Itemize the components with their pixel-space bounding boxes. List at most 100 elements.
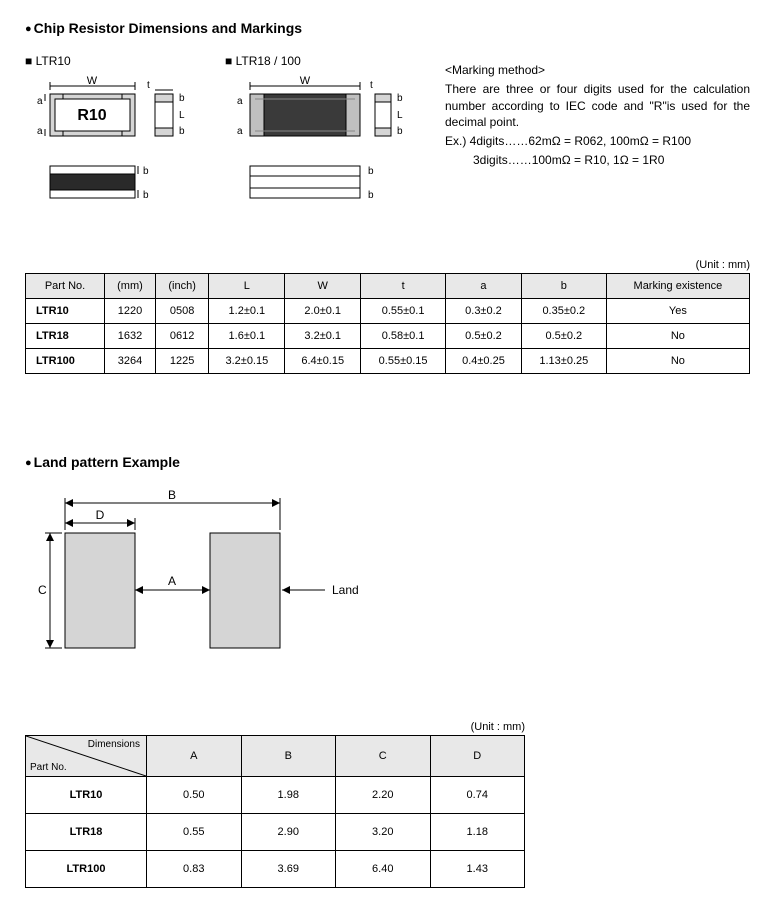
value-cell: 1220	[105, 299, 156, 324]
ltr10-diagram-block: LTR10 R10 W a a t L b	[25, 54, 195, 219]
value-cell: 0.4±0.25	[446, 349, 522, 374]
value-cell: 1632	[105, 324, 156, 349]
part-no-cell: LTR18	[26, 324, 105, 349]
value-cell: 0.55±0.1	[361, 299, 446, 324]
dimensions-table-header: (inch)	[155, 274, 209, 299]
value-cell: 0.74	[430, 777, 525, 814]
value-cell: 1225	[155, 349, 209, 374]
dimensions-table-header: W	[285, 274, 361, 299]
value-cell: 1.2±0.1	[209, 299, 285, 324]
land-table-header: C	[336, 736, 431, 777]
value-cell: 0612	[155, 324, 209, 349]
value-cell: 0.35±0.2	[521, 299, 606, 324]
marking-ex2: 3digits……100mΩ = R10, 1Ω = 1R0	[445, 152, 750, 169]
marking-body: There are three or four digits used for …	[445, 81, 750, 131]
svg-text:W: W	[300, 76, 311, 87]
section-title-dimensions: Chip Resistor Dimensions and Markings	[25, 20, 750, 36]
svg-text:b: b	[368, 190, 374, 201]
value-cell: Yes	[606, 299, 749, 324]
marking-title: <Marking method>	[445, 62, 750, 79]
subhead-ltr10: LTR10	[25, 54, 195, 68]
value-cell: 0.55±0.15	[361, 349, 446, 374]
svg-text:B: B	[168, 488, 176, 502]
svg-text:L: L	[397, 110, 403, 121]
value-cell: 3.20	[336, 814, 431, 851]
land-diagram: B D A C Land	[35, 488, 750, 671]
value-cell: 0.3±0.2	[446, 299, 522, 324]
svg-text:L: L	[179, 110, 185, 121]
ltr10-diagram: R10 W a a t L b b b b	[25, 76, 195, 216]
part-no-cell: LTR18	[26, 814, 147, 851]
dimensions-table-header: t	[361, 274, 446, 299]
subhead-ltr18: LTR18 / 100	[225, 54, 415, 68]
svg-text:b: b	[397, 93, 403, 104]
value-cell: 3264	[105, 349, 156, 374]
value-cell: 1.18	[430, 814, 525, 851]
svg-text:A: A	[168, 574, 176, 588]
value-cell: 2.90	[241, 814, 336, 851]
part-no-cell: LTR10	[26, 299, 105, 324]
value-cell: 6.40	[336, 851, 431, 888]
svg-text:a: a	[237, 126, 243, 137]
value-cell: 0.5±0.2	[521, 324, 606, 349]
diagram-row: LTR10 R10 W a a t L b	[25, 54, 750, 219]
ltr18-diagram: W a a t L b b b b	[225, 76, 415, 216]
value-cell: 0.55	[147, 814, 242, 851]
chip-marking-label: R10	[77, 107, 106, 124]
dimensions-table: Part No.(mm)(inch)LWtabMarking existence…	[25, 273, 750, 374]
svg-text:D: D	[96, 508, 105, 522]
value-cell: 0508	[155, 299, 209, 324]
value-cell: 2.20	[336, 777, 431, 814]
land-label: Land	[332, 583, 359, 597]
value-cell: 0.58±0.1	[361, 324, 446, 349]
dimensions-table-header: (mm)	[105, 274, 156, 299]
value-cell: 1.98	[241, 777, 336, 814]
svg-text:b: b	[179, 126, 185, 137]
table-row: LTR18163206121.6±0.13.2±0.10.58±0.10.5±0…	[26, 324, 750, 349]
svg-text:t: t	[147, 80, 150, 91]
value-cell: 3.2±0.15	[209, 349, 285, 374]
land-table-header: B	[241, 736, 336, 777]
part-no-cell: LTR100	[26, 349, 105, 374]
svg-text:b: b	[397, 126, 403, 137]
table-row: LTR100.501.982.200.74	[26, 777, 525, 814]
svg-text:t: t	[370, 80, 373, 91]
value-cell: 2.0±0.1	[285, 299, 361, 324]
value-cell: 6.4±0.15	[285, 349, 361, 374]
marking-method-block: <Marking method> There are three or four…	[445, 54, 750, 169]
unit-note-1: (Unit : mm)	[25, 259, 750, 271]
land-table-header: A	[147, 736, 242, 777]
value-cell: No	[606, 324, 749, 349]
land-table-corner: DimensionsPart No.	[26, 736, 147, 777]
svg-text:b: b	[143, 190, 149, 201]
unit-note-2: (Unit : mm)	[25, 721, 525, 733]
value-cell: 1.43	[430, 851, 525, 888]
dimensions-table-header: Part No.	[26, 274, 105, 299]
value-cell: No	[606, 349, 749, 374]
section-title-land: Land pattern Example	[25, 454, 750, 470]
land-table: DimensionsPart No.ABCD LTR100.501.982.20…	[25, 735, 525, 888]
value-cell: 0.5±0.2	[446, 324, 522, 349]
part-no-cell: LTR10	[26, 777, 147, 814]
dimensions-table-header: Marking existence	[606, 274, 749, 299]
value-cell: 0.83	[147, 851, 242, 888]
dimensions-table-header: a	[446, 274, 522, 299]
marking-ex1: Ex.) 4digits……62mΩ = R062, 100mΩ = R100	[445, 133, 750, 150]
value-cell: 0.50	[147, 777, 242, 814]
svg-text:W: W	[87, 76, 98, 87]
dimensions-table-header: b	[521, 274, 606, 299]
svg-text:C: C	[38, 583, 47, 597]
table-row: LTR100326412253.2±0.156.4±0.150.55±0.150…	[26, 349, 750, 374]
value-cell: 1.6±0.1	[209, 324, 285, 349]
svg-text:b: b	[143, 166, 149, 177]
table-row: LTR1000.833.696.401.43	[26, 851, 525, 888]
land-table-header: D	[430, 736, 525, 777]
table-row: LTR180.552.903.201.18	[26, 814, 525, 851]
ltr18-diagram-block: LTR18 / 100 W a a t L b b	[225, 54, 415, 219]
svg-text:a: a	[237, 96, 243, 107]
dimensions-table-header: L	[209, 274, 285, 299]
table-row: LTR10122005081.2±0.12.0±0.10.55±0.10.3±0…	[26, 299, 750, 324]
value-cell: 3.2±0.1	[285, 324, 361, 349]
part-no-cell: LTR100	[26, 851, 147, 888]
svg-text:a: a	[37, 126, 43, 137]
